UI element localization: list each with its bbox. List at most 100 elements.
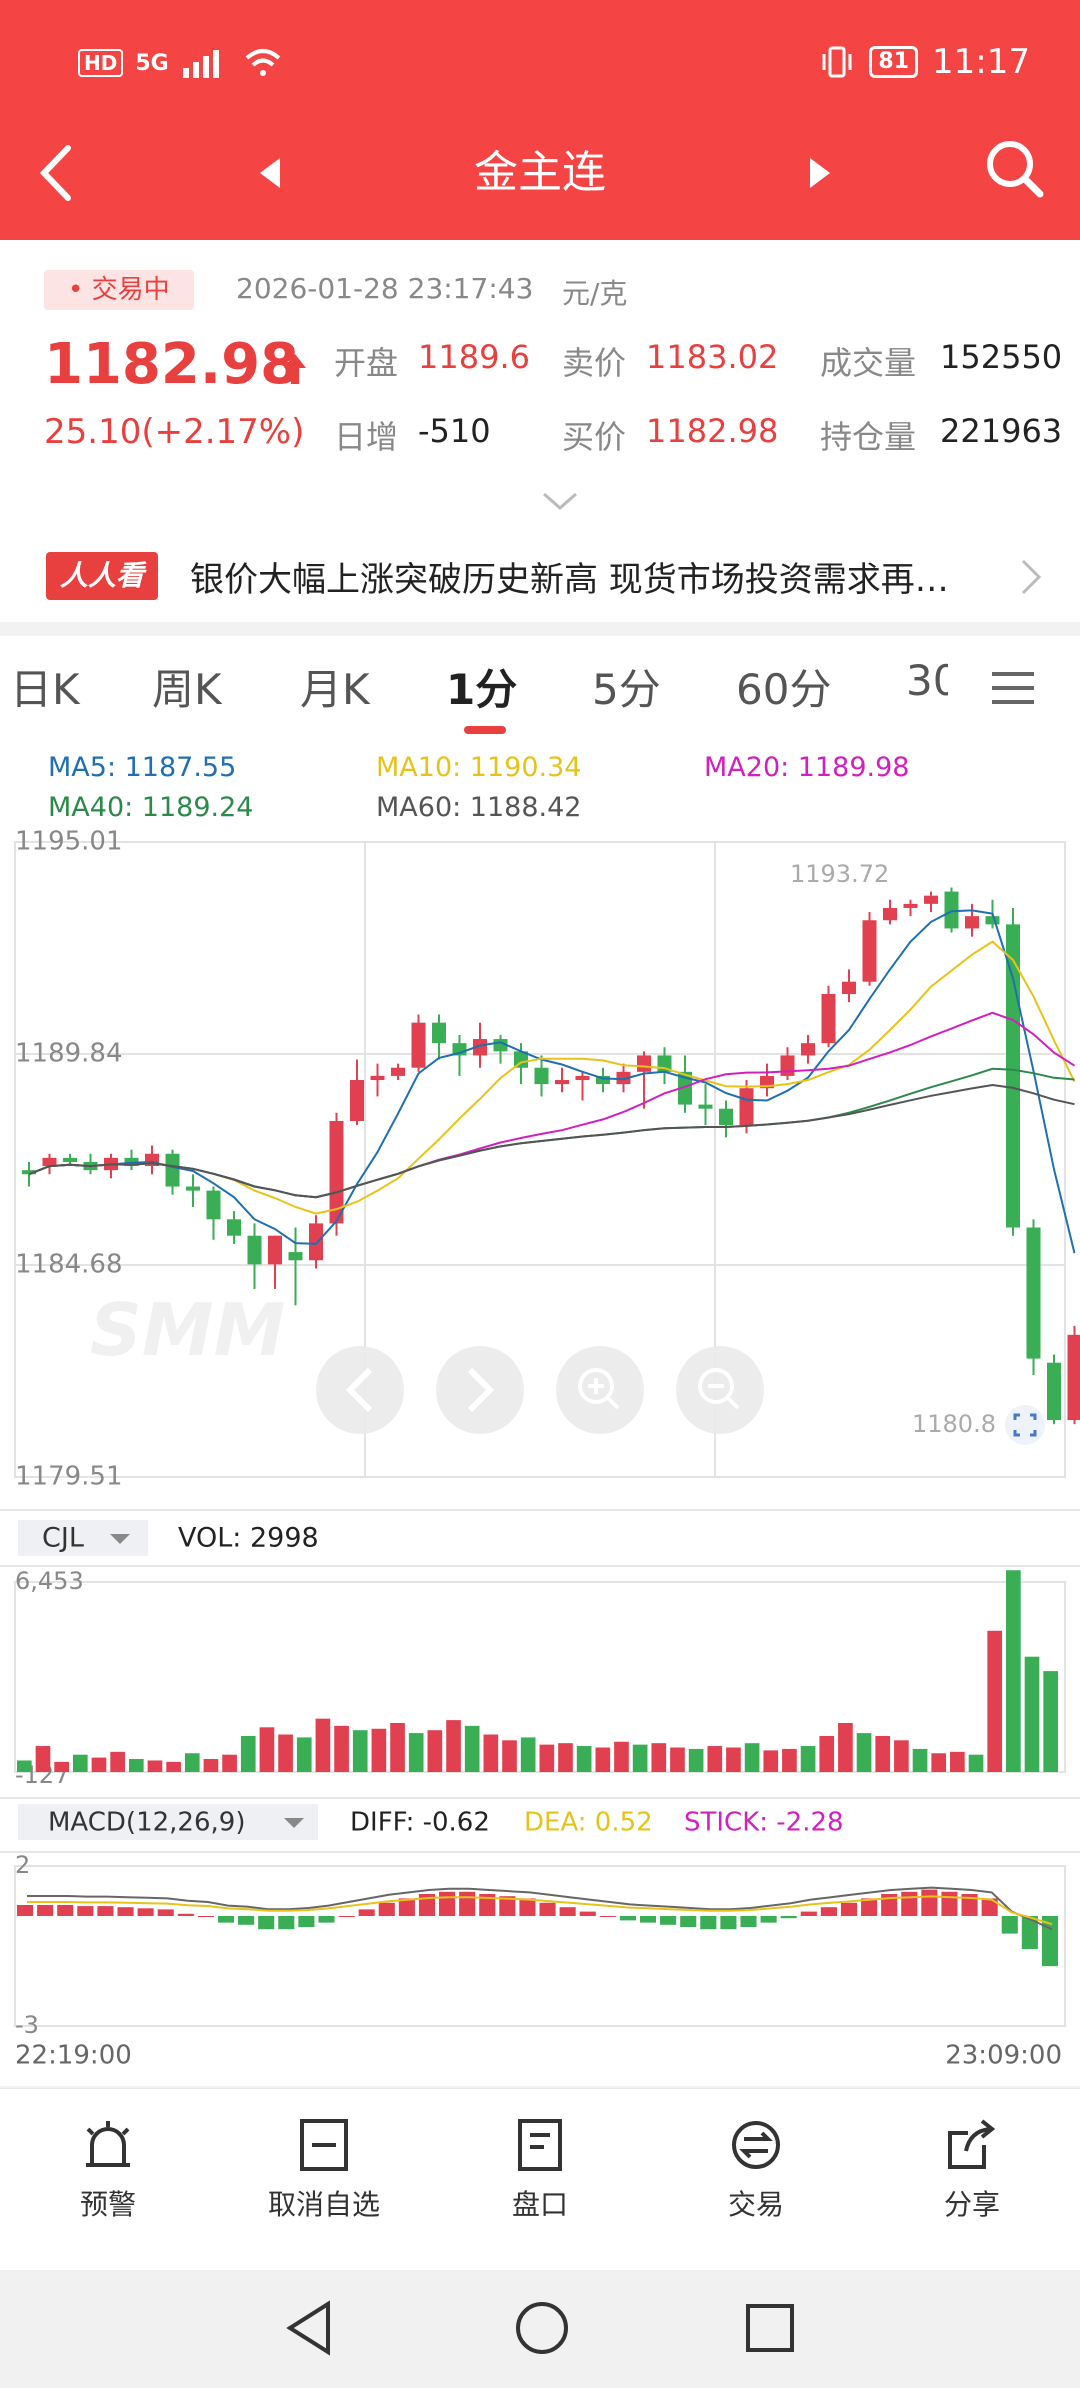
document-icon bbox=[518, 2119, 562, 2171]
macd-bar bbox=[378, 1902, 395, 1916]
news-ticker[interactable]: 人人看 银价大幅上涨突破历史新高 现货市场投资需求再… bbox=[0, 530, 1080, 622]
alert-label: 预警 bbox=[79, 2188, 136, 2221]
exchange-icon bbox=[732, 2121, 780, 2169]
tab-1min[interactable]: 1分 bbox=[446, 665, 518, 714]
macd-dea: DEA: 0.52 bbox=[524, 1808, 653, 1838]
macd-bar bbox=[298, 1916, 315, 1927]
volume-bar bbox=[912, 1748, 928, 1772]
order-book-button[interactable]: 盘口 bbox=[450, 2115, 630, 2223]
minus-box-icon bbox=[300, 2119, 348, 2171]
candle-body bbox=[268, 1235, 282, 1265]
macd-bar bbox=[77, 1906, 94, 1916]
tab-monthly-k[interactable]: 月K bbox=[300, 665, 370, 714]
volume-bar bbox=[408, 1733, 424, 1772]
tab-60min[interactable]: 60分 bbox=[736, 665, 832, 714]
zoom-out-button[interactable] bbox=[676, 1346, 764, 1434]
tab-weekly-k[interactable]: 周K bbox=[152, 665, 222, 714]
macd-bar bbox=[921, 1889, 938, 1916]
volume-bar bbox=[763, 1750, 779, 1772]
macd-bar bbox=[57, 1905, 74, 1916]
macd-bar bbox=[820, 1907, 837, 1916]
candle-body bbox=[883, 907, 897, 921]
candle-body bbox=[165, 1153, 180, 1187]
scroll-left-button[interactable] bbox=[316, 1346, 404, 1434]
nav-recents-icon[interactable] bbox=[742, 2300, 798, 2356]
kline-chart[interactable]: 1195.01 1189.84 1184.68 1179.51 1193.72 … bbox=[0, 830, 1080, 2090]
candle-body bbox=[616, 1071, 631, 1085]
candle-body bbox=[309, 1223, 323, 1261]
volume-bar bbox=[147, 1760, 163, 1772]
tab-daily-k[interactable]: 日K bbox=[10, 665, 80, 714]
candle-body bbox=[63, 1157, 77, 1162]
open-interest-value: 221963 bbox=[940, 412, 1063, 450]
axis-label-mid2: 1184.68 bbox=[15, 1250, 123, 1280]
volume-bar bbox=[614, 1741, 629, 1772]
ask-label: 卖价 bbox=[562, 344, 627, 382]
macd-bar bbox=[37, 1905, 54, 1916]
macd-selector-label: MACD(12,26,9) bbox=[48, 1808, 245, 1838]
fullscreen-icon[interactable] bbox=[1005, 1405, 1045, 1445]
previous-contract-icon[interactable] bbox=[250, 150, 290, 196]
macd-selector[interactable] bbox=[18, 1804, 318, 1840]
share-button[interactable]: 分享 bbox=[882, 2115, 1062, 2223]
nav-home-icon[interactable] bbox=[512, 2298, 572, 2358]
high-price-label: 1193.72 bbox=[790, 860, 889, 888]
macd-bar bbox=[901, 1891, 918, 1916]
tab-5min[interactable]: 5分 bbox=[592, 665, 661, 714]
candle-body bbox=[288, 1252, 303, 1261]
candle-body bbox=[534, 1067, 549, 1085]
volume-bar bbox=[259, 1727, 275, 1772]
candle-body bbox=[370, 1075, 385, 1081]
macd-bar bbox=[459, 1891, 476, 1916]
price-pane-frame bbox=[14, 841, 1066, 1478]
volume-bar bbox=[558, 1743, 573, 1772]
axis-label-bottom: 1179.51 bbox=[15, 1462, 123, 1492]
nav-back-icon[interactable] bbox=[282, 2298, 338, 2358]
volume-bar bbox=[819, 1735, 835, 1772]
candle-body bbox=[801, 1043, 815, 1056]
volume-bar bbox=[296, 1737, 312, 1772]
volume-bar bbox=[539, 1744, 555, 1772]
volume-bar bbox=[464, 1725, 480, 1772]
watermark: SMM bbox=[90, 1288, 285, 1372]
network-type: 5G bbox=[135, 50, 169, 76]
vol-selector[interactable] bbox=[18, 1520, 148, 1556]
candle-body bbox=[473, 1039, 487, 1056]
open-label: 开盘 bbox=[334, 344, 399, 382]
chevron-down-icon[interactable] bbox=[540, 490, 580, 514]
volume-bar bbox=[670, 1747, 685, 1772]
next-contract-icon[interactable] bbox=[800, 150, 840, 196]
macd-bar bbox=[137, 1908, 154, 1916]
candle-body bbox=[944, 891, 959, 929]
ma10-line bbox=[28, 940, 1076, 1215]
menu-icon[interactable] bbox=[990, 668, 1036, 708]
volume-bar bbox=[17, 1760, 32, 1772]
volume-bar bbox=[707, 1746, 723, 1772]
macd-bar bbox=[519, 1898, 536, 1916]
candle-body bbox=[985, 916, 1000, 925]
candle-body bbox=[227, 1219, 241, 1236]
chevron-right-icon[interactable] bbox=[1020, 558, 1042, 596]
search-icon[interactable] bbox=[980, 134, 1050, 204]
zoom-in-button[interactable] bbox=[556, 1346, 644, 1434]
back-icon[interactable] bbox=[28, 138, 88, 208]
open-value: 1189.6 bbox=[418, 338, 530, 376]
macd-bar bbox=[861, 1898, 878, 1916]
news-headline[interactable]: 银价大幅上涨突破历史新高 现货市场投资需求再… bbox=[190, 560, 949, 600]
macd-stick: STICK: -2.28 bbox=[684, 1808, 844, 1838]
volume-bar bbox=[651, 1743, 667, 1772]
macd-bar bbox=[97, 1906, 114, 1916]
tab-30[interactable]: 30 bbox=[906, 656, 948, 705]
share-icon bbox=[948, 2119, 996, 2169]
macd-diff: DIFF: -0.62 bbox=[350, 1808, 490, 1838]
vol-value: VOL: 2998 bbox=[178, 1523, 319, 1554]
scroll-right-button[interactable] bbox=[436, 1346, 524, 1434]
candle-body bbox=[1006, 924, 1020, 1228]
remove-watchlist-button[interactable]: 取消自选 bbox=[234, 2115, 414, 2223]
volume-bar bbox=[1006, 1570, 1021, 1772]
macd-bar bbox=[418, 1894, 436, 1916]
macd-bar bbox=[881, 1894, 898, 1916]
alert-button[interactable]: 预警 bbox=[18, 2115, 198, 2223]
trade-button[interactable]: 交易 bbox=[666, 2115, 846, 2223]
order-book-label: 盘口 bbox=[511, 2188, 568, 2221]
